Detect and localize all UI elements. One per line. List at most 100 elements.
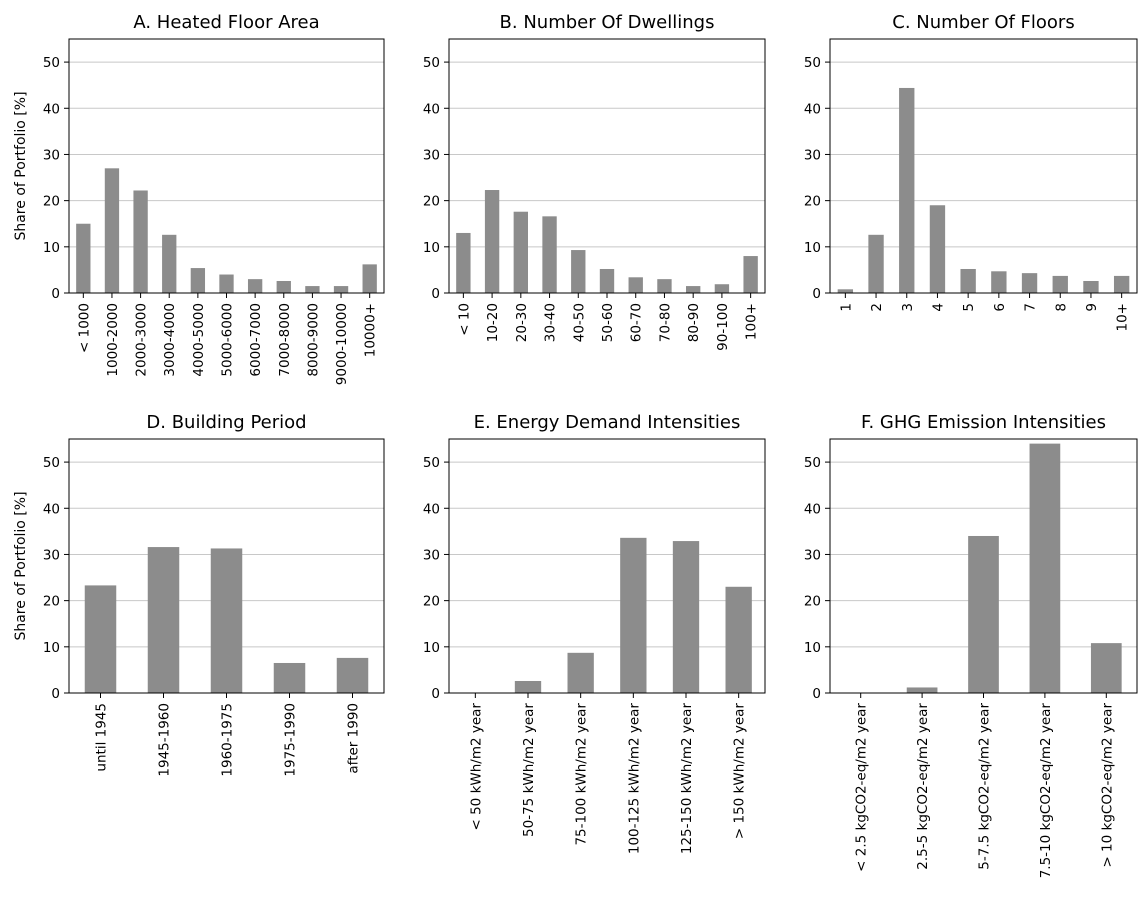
x-tick-label: < 10	[456, 303, 472, 336]
bar	[1029, 443, 1061, 693]
x-tick-label: 5000-6000	[220, 303, 236, 377]
x-tick-label: > 150 kWh/m2 year	[732, 703, 748, 840]
y-tick-label: 0	[812, 686, 821, 702]
y-tick-label: 10	[423, 240, 440, 256]
chart-panel-1: 0 10 20 30 40 50 < 1000 1000-2000 2000-3000 3000-…	[13, 12, 385, 385]
x-tick-label: 8	[1053, 303, 1069, 312]
bar	[672, 541, 700, 693]
x-tick-label: > 10 kgCO2-eq/m2 year	[1099, 703, 1115, 868]
y-tick-label: 50	[804, 455, 821, 471]
y-tick-label: 40	[804, 101, 821, 117]
bar	[456, 232, 471, 293]
y-tick-label: 30	[43, 547, 60, 563]
x-tick-label: 80-90	[686, 303, 702, 342]
y-tick-label: 0	[51, 686, 60, 702]
y-tick-label: 10	[804, 240, 821, 256]
chart-panel-4: 0 10 20 30 40 50 until 1945 1945-1960 1960-1975 1…	[13, 412, 385, 777]
chart-title: C. Number Of Floors	[892, 12, 1074, 33]
chart-title: A. Heated Floor Area	[133, 12, 319, 33]
bar	[247, 279, 263, 293]
y-axis-label: Share of Portfolio [%]	[13, 491, 29, 640]
bar	[929, 205, 946, 293]
bar	[1090, 643, 1122, 693]
bar	[513, 211, 528, 293]
y-tick-label: 50	[804, 55, 821, 71]
y-tick-label: 20	[804, 594, 821, 610]
x-tick-label: 5-7.5 kgCO2-eq/m2 year	[977, 703, 993, 870]
bar	[104, 168, 120, 293]
x-tick-label: 9	[1084, 303, 1100, 312]
x-tick-label: 4000-5000	[191, 303, 207, 377]
bar	[567, 652, 594, 693]
x-tick-label: 6	[992, 303, 1008, 312]
bar	[336, 657, 369, 693]
x-tick-label: 50-75 kWh/m2 year	[521, 703, 537, 837]
x-tick-label: 2.5-5 kgCO2-eq/m2 year	[915, 703, 931, 870]
x-tick-label: 1975-1990	[283, 703, 299, 777]
bar	[76, 223, 91, 293]
x-tick-label: 1	[838, 303, 854, 312]
y-tick-label: 40	[423, 101, 440, 117]
x-tick-label: 5	[961, 303, 977, 312]
bar	[190, 268, 206, 293]
x-tick-label: 10000+	[363, 303, 379, 357]
bar	[162, 234, 177, 293]
bar	[571, 250, 586, 293]
y-tick-label: 50	[43, 455, 60, 471]
bar	[542, 216, 557, 293]
x-tick-label: 70-80	[657, 303, 673, 342]
y-tick-label: 10	[804, 640, 821, 656]
bar	[991, 271, 1007, 293]
x-tick-label: 10+	[1115, 303, 1131, 332]
y-tick-label: 10	[423, 640, 440, 656]
bar	[133, 190, 148, 293]
bar	[714, 284, 730, 293]
x-tick-label: 3	[900, 303, 916, 312]
bar	[620, 537, 647, 693]
bar	[1083, 280, 1099, 293]
x-tick-label: 10-20	[485, 303, 501, 342]
x-tick-label: < 2.5 kgCO2-eq/m2 year	[854, 703, 870, 872]
x-tick-label: 1945-1960	[157, 703, 173, 777]
x-tick-label: 2	[869, 303, 885, 312]
chart-title: D. Building Period	[146, 412, 306, 433]
bar	[333, 286, 349, 293]
y-tick-label: 50	[43, 55, 60, 71]
bar	[219, 274, 234, 293]
bar	[1021, 273, 1038, 293]
chart-title: E. Energy Demand Intensities	[474, 412, 741, 433]
bar	[906, 687, 938, 693]
x-tick-label: 60-70	[629, 303, 645, 342]
x-tick-label: 40-50	[571, 303, 587, 342]
x-tick-label: 8000-9000	[305, 303, 321, 377]
bar	[837, 289, 854, 293]
bar	[84, 585, 117, 693]
bar	[968, 535, 999, 693]
chart-title: F. GHG Emission Intensities	[861, 412, 1106, 433]
bar	[899, 87, 915, 293]
x-tick-label: 1960-1975	[220, 703, 236, 777]
y-tick-label: 40	[804, 501, 821, 517]
y-tick-label: 20	[804, 194, 821, 210]
y-tick-label: 20	[423, 194, 440, 210]
y-tick-label: 20	[423, 594, 440, 610]
x-tick-label: < 1000	[76, 303, 92, 353]
y-tick-label: 50	[423, 55, 440, 71]
plot-frame	[829, 38, 1138, 294]
y-tick-label: 0	[431, 686, 440, 702]
plot-frame	[448, 438, 766, 694]
bar	[657, 279, 672, 293]
y-tick-label: 30	[804, 147, 821, 163]
chart-panel-5: 0 10 20 30 40 50 < 50 kWh/m2 year 50-75 kWh/m2 …	[423, 412, 766, 855]
y-tick-label: 0	[431, 286, 440, 302]
x-tick-label: 9000-10000	[334, 303, 350, 385]
x-tick-label: 30-40	[543, 303, 559, 342]
y-tick-label: 0	[812, 286, 821, 302]
bar	[628, 277, 643, 293]
chart-panel-6: 0 10 20 30 40 50 < 2.5 kgCO2-eq/m2 year 2.5-5 k…	[804, 412, 1138, 878]
x-tick-label: 20-30	[514, 303, 530, 342]
y-tick-label: 40	[43, 101, 60, 117]
x-tick-label: 100-125 kWh/m2 year	[626, 703, 642, 855]
bar	[686, 286, 701, 293]
y-tick-label: 10	[43, 640, 60, 656]
